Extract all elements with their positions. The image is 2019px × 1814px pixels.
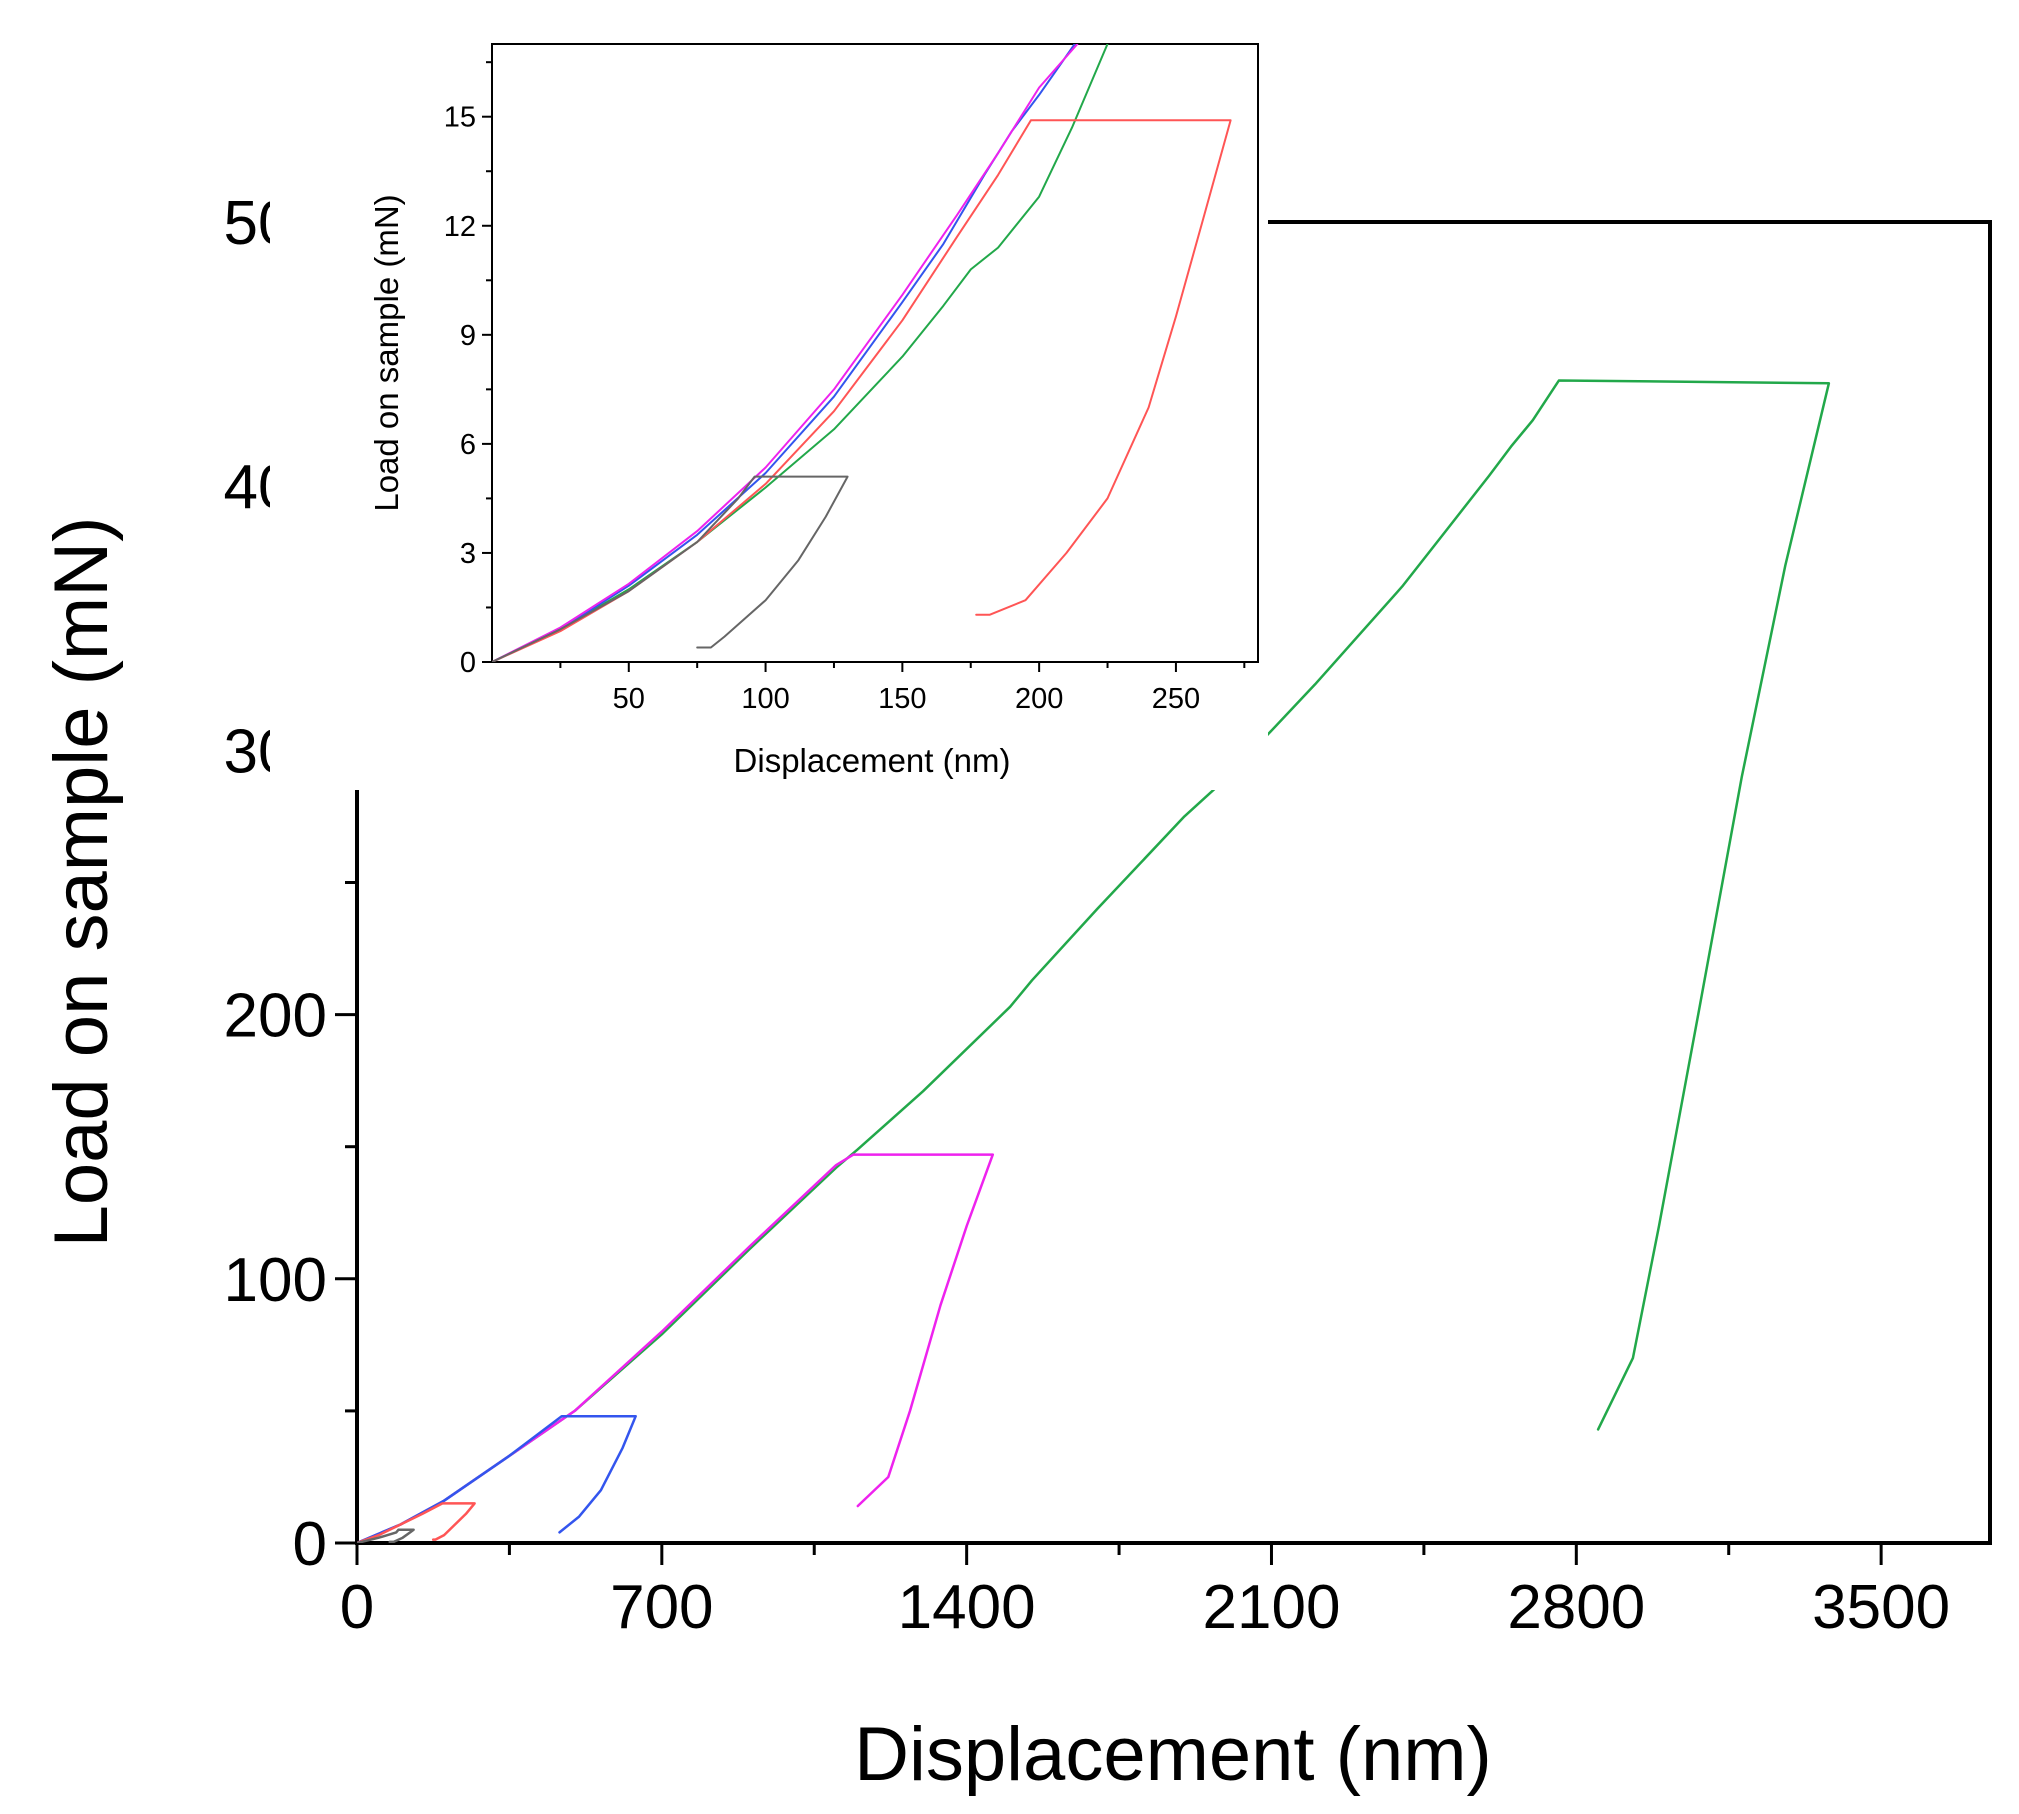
inset-y-axis-title: Load on sample (mN) (368, 194, 405, 511)
inset-x-tick-label: 100 (741, 683, 789, 715)
main-y-tick-label: 100 (224, 1246, 327, 1315)
inset-y-tick-label: 3 (460, 538, 476, 570)
inset-x-tick-label: 150 (878, 683, 926, 715)
inset-axes-group: 50 100 150 200 250 0 3 6 9 12 15 (444, 61, 1246, 715)
main-series-line-1 (357, 1153, 995, 1543)
main-x-tick-label: 2100 (1203, 1573, 1341, 1642)
main-y-tick-label: 0 (293, 1510, 327, 1579)
main-x-tick-label: 2800 (1507, 1573, 1645, 1642)
main-x-axis-title: Displacement (nm) (854, 1712, 1492, 1797)
inset-plot-frame (491, 43, 1259, 663)
inset-series-line-2 (492, 44, 1079, 662)
inset-series-line-4 (492, 475, 849, 662)
main-y-axis-title: Load on sample (mN) (39, 517, 124, 1248)
inset-series-line-0 (492, 44, 1109, 662)
main-x-tick-label: 0 (340, 1573, 374, 1642)
inset-chart: 50 100 150 200 250 0 3 6 9 12 15 Displacement (nm)… (270, 20, 1268, 790)
main-y-tick-label: 200 (224, 982, 327, 1051)
inset-series-group (492, 44, 1232, 662)
inset-y-tick-label: 0 (460, 647, 476, 679)
inset-background (270, 20, 1268, 790)
inset-y-tick-label: 9 (460, 320, 476, 352)
main-series-line-4 (357, 1528, 415, 1543)
main-chart: 070014002100280035000100200300400500 Dis… (39, 189, 1992, 1797)
inset-y-tick-label: 6 (460, 429, 476, 461)
inset-y-tick-label: 15 (444, 102, 476, 134)
inset-x-axis-title: Displacement (nm) (734, 742, 1011, 779)
main-x-tick-label: 1400 (898, 1573, 1036, 1642)
main-x-tick-label: 3500 (1812, 1573, 1950, 1642)
inset-x-tick-label: 200 (1015, 683, 1063, 715)
inset-x-tick-label: 50 (613, 683, 645, 715)
inset-y-tick-label: 12 (444, 211, 476, 243)
main-x-tick-label: 700 (610, 1573, 713, 1642)
inset-x-tick-label: 250 (1152, 683, 1200, 715)
main-series-line-3 (357, 1502, 476, 1543)
